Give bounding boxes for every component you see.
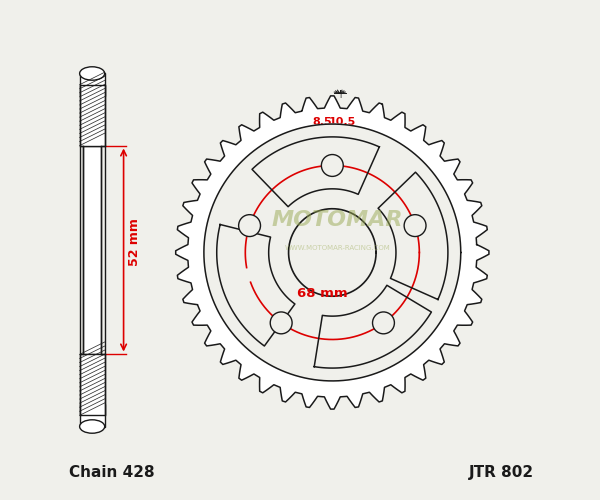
Text: 10.5: 10.5 (329, 117, 356, 127)
Text: 68 mm: 68 mm (297, 288, 347, 300)
Polygon shape (204, 124, 461, 381)
Text: 8.5: 8.5 (312, 117, 332, 127)
Text: JTR 802: JTR 802 (469, 464, 533, 479)
Polygon shape (176, 96, 489, 409)
Circle shape (270, 312, 292, 334)
Text: MOTOMAR: MOTOMAR (272, 210, 403, 230)
Bar (80, 84, 104, 146)
Ellipse shape (80, 67, 104, 80)
Text: 52 mm: 52 mm (128, 218, 141, 266)
Ellipse shape (80, 420, 104, 433)
Circle shape (239, 214, 260, 236)
Polygon shape (252, 137, 379, 206)
Text: Chain 428: Chain 428 (69, 464, 154, 479)
Polygon shape (289, 208, 376, 296)
Bar (80, 404, 104, 426)
Circle shape (404, 214, 426, 236)
Polygon shape (217, 224, 295, 346)
Polygon shape (378, 172, 448, 300)
Circle shape (373, 312, 394, 334)
Text: WWW.MOTOMAR-RACING.COM: WWW.MOTOMAR-RACING.COM (284, 244, 390, 250)
Bar (83, 146, 101, 354)
Circle shape (322, 154, 343, 176)
Polygon shape (314, 286, 431, 368)
Bar (80, 354, 104, 416)
Text: T: T (338, 93, 342, 99)
Bar (80, 74, 104, 96)
